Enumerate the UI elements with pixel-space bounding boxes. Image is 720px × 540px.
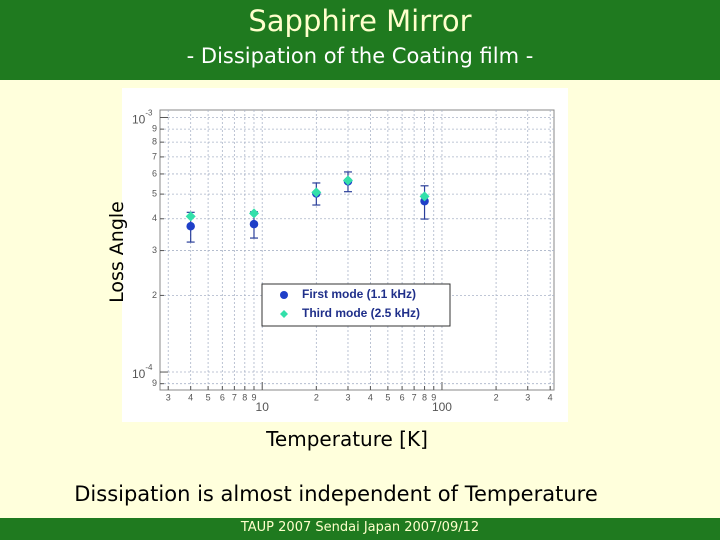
y-tick-label: 8 bbox=[152, 137, 157, 147]
slide-subtitle: - Dissipation of the Coating film - bbox=[186, 44, 534, 68]
y-tick-label: 9 bbox=[152, 124, 157, 134]
y-tick-label: 9 bbox=[152, 378, 157, 388]
data-point bbox=[186, 221, 195, 231]
footer-bar: TAUP 2007 Sendai Japan 2007/09/12 bbox=[0, 518, 720, 540]
y-axis-label: Loss Angle bbox=[106, 201, 128, 303]
x-tick-label: 2 bbox=[314, 392, 319, 402]
x-tick-label: 8 bbox=[422, 392, 427, 402]
x-tick-label: 8 bbox=[242, 392, 247, 402]
legend-box bbox=[261, 283, 451, 327]
x-tick-label: 4 bbox=[368, 392, 373, 402]
data-point bbox=[311, 187, 322, 198]
data-point bbox=[185, 211, 196, 222]
caption: Dissipation is almost independent of Tem… bbox=[74, 482, 598, 506]
y-tick-label: 2 bbox=[152, 290, 157, 300]
chart-background bbox=[122, 88, 568, 422]
data-point bbox=[419, 191, 430, 202]
x-tick-label: 5 bbox=[385, 392, 390, 402]
y-tick-label: 7 bbox=[152, 151, 157, 161]
y-tick-base: 10 bbox=[132, 113, 146, 127]
x-tick-label: 10 bbox=[256, 400, 270, 414]
x-tick-label: 100 bbox=[432, 400, 452, 414]
legend-marker bbox=[280, 291, 288, 299]
y-tick-exponent: -4 bbox=[145, 363, 153, 372]
data-point bbox=[248, 208, 259, 219]
y-tick-label: 6 bbox=[152, 168, 157, 178]
x-tick-label: 4 bbox=[548, 392, 553, 402]
x-tick-label: 6 bbox=[220, 392, 225, 402]
plot-frame bbox=[159, 109, 555, 391]
x-tick-label: 6 bbox=[400, 392, 405, 402]
x-tick-label: 3 bbox=[525, 392, 530, 402]
legend-label: Third mode (2.5 kHz) bbox=[302, 306, 420, 320]
x-tick-label: 2 bbox=[494, 392, 499, 402]
y-tick-label: 4 bbox=[152, 213, 157, 223]
data-point bbox=[342, 175, 353, 186]
legend-label: First mode (1.1 kHz) bbox=[302, 287, 416, 301]
header-bar: Sapphire Mirror - Dissipation of the Coa… bbox=[0, 0, 720, 80]
footer-text: TAUP 2007 Sendai Japan 2007/09/12 bbox=[240, 520, 480, 535]
y-tick-exponent: -3 bbox=[145, 109, 153, 118]
slide-title: Sapphire Mirror bbox=[248, 4, 472, 38]
legend-marker bbox=[280, 310, 288, 318]
y-tick-label: 10-4 bbox=[132, 363, 153, 381]
x-tick-label: 3 bbox=[166, 392, 171, 402]
x-tick-label: 7 bbox=[412, 392, 417, 402]
x-axis-label: Temperature [K] bbox=[266, 427, 428, 451]
x-tick-label: 4 bbox=[188, 392, 193, 402]
y-tick-label: 3 bbox=[152, 245, 157, 255]
data-point bbox=[249, 219, 259, 229]
y-tick-label: 10-3 bbox=[132, 109, 153, 127]
x-tick-label: 9 bbox=[251, 392, 256, 402]
x-tick-label: 7 bbox=[232, 392, 237, 402]
x-tick-label: 3 bbox=[345, 392, 350, 402]
y-tick-base: 10 bbox=[132, 367, 146, 381]
y-tick-label: 5 bbox=[152, 188, 157, 198]
x-tick-label: 9 bbox=[431, 392, 436, 402]
x-tick-label: 5 bbox=[206, 392, 211, 402]
